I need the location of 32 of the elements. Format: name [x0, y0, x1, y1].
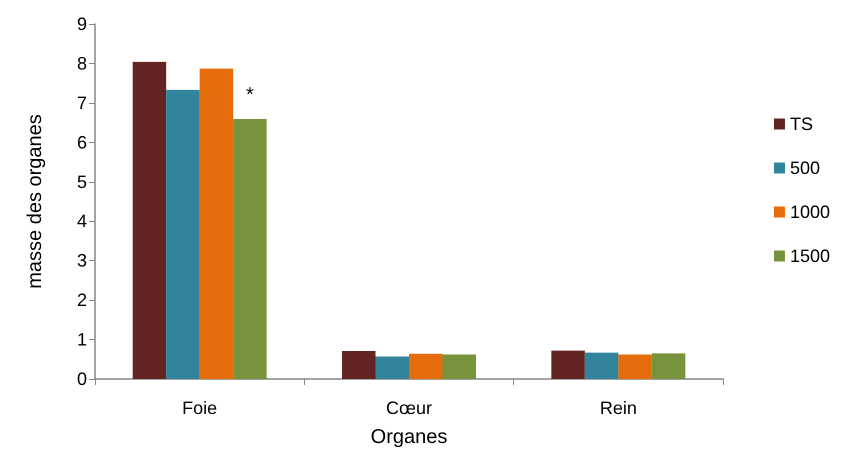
legend-label: 1500 — [790, 246, 830, 266]
legend-label: 1000 — [790, 202, 830, 222]
x-axis-title: Organes — [370, 426, 448, 448]
y-tick-label: 6 — [76, 132, 87, 152]
y-tick-label: 4 — [76, 211, 87, 232]
x-tick-label: Cœur — [386, 398, 432, 418]
bar — [442, 354, 476, 379]
y-tick-label: 3 — [76, 250, 87, 271]
y-tick-label: 1 — [76, 330, 87, 350]
bar — [652, 353, 686, 379]
bar — [200, 68, 234, 379]
annotation: * — [246, 84, 254, 106]
y-tick-label: 9 — [76, 14, 87, 34]
x-tick-label: Foie — [182, 398, 218, 418]
y-axis-title: masse des organes — [24, 114, 46, 289]
bar — [409, 354, 442, 379]
y-tick-label: 2 — [76, 290, 87, 310]
bar — [342, 350, 376, 379]
legend-label: TS — [790, 114, 813, 134]
bar — [551, 350, 585, 379]
y-tick-label: 0 — [76, 369, 87, 389]
bar — [233, 119, 267, 379]
bar — [132, 62, 166, 379]
bar — [618, 354, 652, 379]
bar — [584, 352, 618, 379]
bar — [376, 356, 409, 379]
x-tick-label: Rein — [600, 398, 637, 418]
y-tick-label: 5 — [76, 172, 87, 192]
y-tick-label: 8 — [76, 53, 87, 74]
y-tick-label: 7 — [76, 92, 87, 113]
bar — [166, 90, 200, 379]
legend-label: 500 — [790, 158, 820, 178]
